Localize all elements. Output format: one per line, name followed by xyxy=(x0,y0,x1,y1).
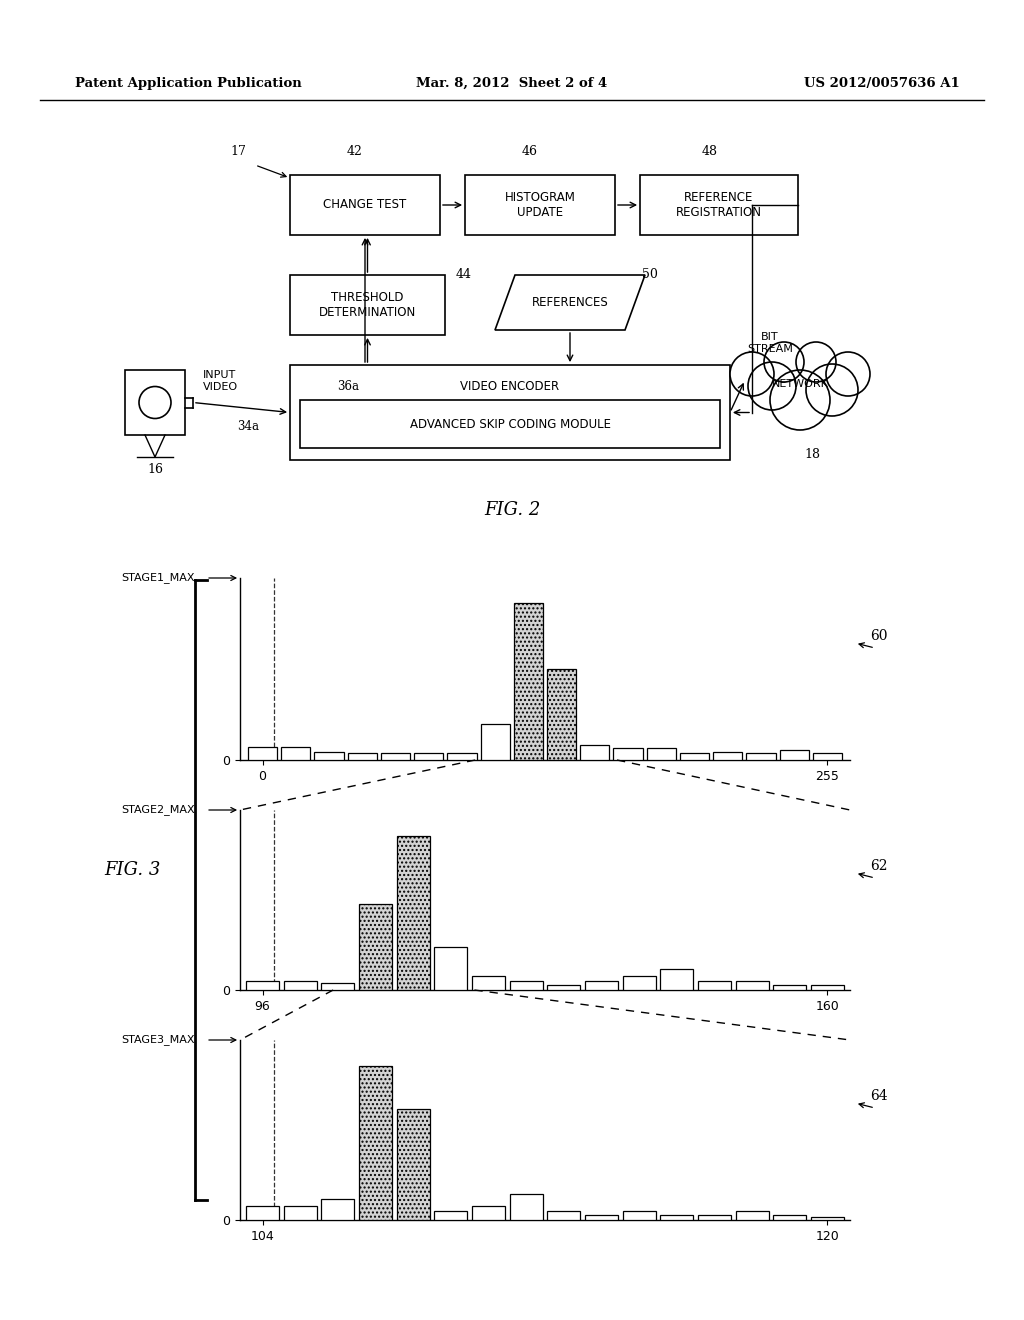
Bar xyxy=(510,982,543,990)
Text: US 2012/0057636 A1: US 2012/0057636 A1 xyxy=(804,77,961,90)
Bar xyxy=(472,1206,505,1220)
Bar xyxy=(290,366,730,459)
Bar xyxy=(660,969,693,990)
Text: 42: 42 xyxy=(347,145,362,158)
Bar xyxy=(359,904,392,990)
Bar xyxy=(547,669,577,760)
Bar xyxy=(282,747,310,760)
Circle shape xyxy=(764,342,804,381)
Text: 34a: 34a xyxy=(237,420,259,433)
Bar xyxy=(414,754,443,760)
Bar xyxy=(613,748,643,760)
Text: 46: 46 xyxy=(522,145,538,158)
Text: VIDEO ENCODER: VIDEO ENCODER xyxy=(461,380,559,393)
Bar xyxy=(359,1065,392,1220)
Bar xyxy=(811,1217,844,1220)
Bar xyxy=(396,1109,430,1220)
Bar xyxy=(811,985,844,990)
Bar xyxy=(125,370,185,436)
Bar xyxy=(813,754,842,760)
Bar xyxy=(510,1195,543,1220)
Bar xyxy=(300,400,720,447)
Circle shape xyxy=(826,352,870,396)
Text: 17: 17 xyxy=(230,145,246,158)
Text: STREAM: STREAM xyxy=(748,345,793,354)
Text: INPUT: INPUT xyxy=(204,370,237,380)
Polygon shape xyxy=(495,275,645,330)
Bar xyxy=(773,985,806,990)
Text: HISTOGRAM
UPDATE: HISTOGRAM UPDATE xyxy=(505,191,575,219)
Text: NETWORK: NETWORK xyxy=(771,379,828,389)
Bar xyxy=(514,603,543,760)
Bar xyxy=(434,1212,467,1220)
Bar xyxy=(623,977,655,990)
Text: FIG. 3: FIG. 3 xyxy=(103,861,160,879)
Bar xyxy=(347,754,377,760)
Text: STAGE3_MAX: STAGE3_MAX xyxy=(121,1035,195,1045)
Bar xyxy=(660,1214,693,1220)
Text: FIG. 2: FIG. 2 xyxy=(483,502,541,519)
Bar xyxy=(480,723,510,760)
Text: BIT: BIT xyxy=(761,333,779,342)
Bar xyxy=(713,751,742,760)
Text: VIDEO: VIDEO xyxy=(203,381,238,392)
Circle shape xyxy=(748,362,796,411)
Bar xyxy=(472,977,505,990)
Text: 36a: 36a xyxy=(337,380,359,393)
Bar xyxy=(396,836,430,990)
Bar xyxy=(581,744,609,760)
Bar xyxy=(322,983,354,990)
Circle shape xyxy=(770,370,830,430)
Bar xyxy=(434,948,467,990)
Text: THRESHOLD
DETERMINATION: THRESHOLD DETERMINATION xyxy=(318,290,416,319)
Text: 16: 16 xyxy=(147,463,163,477)
Bar xyxy=(647,748,676,760)
Bar xyxy=(284,982,316,990)
Text: CHANGE TEST: CHANGE TEST xyxy=(324,198,407,211)
Text: 18: 18 xyxy=(804,447,820,461)
Bar xyxy=(698,982,731,990)
Bar xyxy=(547,1212,581,1220)
Bar xyxy=(779,750,809,760)
Circle shape xyxy=(796,342,836,381)
Text: 50: 50 xyxy=(642,268,657,281)
Bar xyxy=(698,1214,731,1220)
Text: ADVANCED SKIP CODING MODULE: ADVANCED SKIP CODING MODULE xyxy=(410,417,610,430)
Bar xyxy=(381,754,410,760)
Text: 64: 64 xyxy=(870,1089,888,1104)
Text: STAGE1_MAX: STAGE1_MAX xyxy=(121,573,195,583)
Text: REFERENCES: REFERENCES xyxy=(531,296,608,309)
Bar xyxy=(314,751,344,760)
Bar xyxy=(547,985,581,990)
Bar xyxy=(735,982,769,990)
Bar xyxy=(680,754,710,760)
Bar xyxy=(290,275,445,335)
Bar xyxy=(585,1214,618,1220)
Text: REFERENCE
REGISTRATION: REFERENCE REGISTRATION xyxy=(676,191,762,219)
Bar xyxy=(290,176,440,235)
Bar xyxy=(447,754,476,760)
Text: 60: 60 xyxy=(870,630,888,643)
Bar xyxy=(284,1206,316,1220)
Bar xyxy=(640,176,798,235)
Text: 62: 62 xyxy=(870,859,888,873)
Bar xyxy=(585,982,618,990)
Bar xyxy=(322,1200,354,1220)
Text: STAGE2_MAX: STAGE2_MAX xyxy=(121,805,195,816)
Bar xyxy=(623,1212,655,1220)
Text: 48: 48 xyxy=(702,145,718,158)
Bar xyxy=(246,1206,280,1220)
Bar xyxy=(735,1212,769,1220)
Circle shape xyxy=(806,364,858,416)
Bar xyxy=(773,1214,806,1220)
Circle shape xyxy=(730,352,774,396)
Text: Mar. 8, 2012  Sheet 2 of 4: Mar. 8, 2012 Sheet 2 of 4 xyxy=(417,77,607,90)
Bar xyxy=(746,754,775,760)
Text: 44: 44 xyxy=(456,268,472,281)
Bar xyxy=(248,747,278,760)
Bar xyxy=(465,176,615,235)
Bar xyxy=(246,982,280,990)
Text: Patent Application Publication: Patent Application Publication xyxy=(75,77,302,90)
